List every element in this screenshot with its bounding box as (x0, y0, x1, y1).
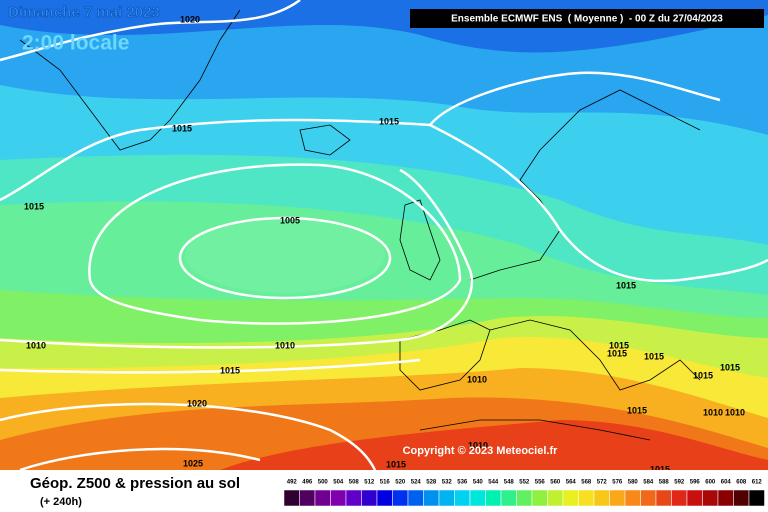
isobar-label: 1015 (609, 340, 629, 350)
footer-title: Géop. Z500 & pression au sol (30, 475, 240, 492)
legend-label: 572 (597, 480, 608, 486)
legend-swatch (702, 489, 719, 507)
legend-label: 516 (380, 480, 391, 486)
isobar-label: 1015 (172, 123, 192, 133)
isobar-label: 1010 (703, 407, 723, 417)
legend-swatch (547, 489, 564, 507)
isobar-label: 1015 (616, 280, 636, 290)
legend-label: 504 (333, 480, 344, 486)
legend-label: 520 (395, 480, 406, 486)
legend-swatch (361, 489, 378, 507)
legend-label: 568 (581, 480, 592, 486)
isobar-label: 1020 (180, 14, 200, 24)
legend-label: 528 (426, 480, 437, 486)
legend-swatch (578, 489, 595, 507)
legend-swatch (562, 489, 579, 507)
legend-swatch (500, 489, 517, 507)
isobar-label: 1025 (183, 458, 203, 468)
forecast-date: Dimanche 7 mai 2023 (8, 4, 160, 21)
legend-swatch (655, 489, 672, 507)
legend-label: 584 (643, 480, 654, 486)
legend-label: 500 (318, 480, 329, 486)
isobar-label: 1015 (607, 348, 627, 358)
legend-swatch (407, 489, 424, 507)
isobar-label: 1015 (720, 362, 740, 372)
coastlines (19, 9, 701, 441)
legend-label: 512 (364, 480, 375, 486)
isobar-label: 1015 (379, 116, 399, 126)
legend-swatch (686, 489, 703, 507)
isobar-label: 1005 (280, 215, 300, 225)
legend-swatch (531, 489, 548, 507)
legend-label: 592 (674, 480, 685, 486)
isobar-label: 1015 (650, 464, 670, 474)
model-box (410, 9, 764, 28)
legend-swatch (485, 489, 502, 507)
legend-label: 540 (473, 480, 484, 486)
legend-label: 532 (442, 480, 453, 486)
legend-label: 552 (519, 480, 530, 486)
legend-label: 564 (566, 480, 577, 486)
isobar-label: 1015 (693, 370, 713, 380)
legend-label: 492 (287, 480, 298, 486)
legend-label: 536 (457, 480, 468, 486)
legend-label: 596 (690, 480, 701, 486)
legend-swatch (345, 489, 362, 507)
isobar-label: 1015 (627, 405, 647, 415)
legend-label: 496 (302, 480, 313, 486)
legend-label: 524 (411, 480, 422, 486)
legend-swatch (733, 489, 750, 507)
isobar-label: 1010 (468, 440, 488, 450)
legend-swatch (283, 489, 300, 507)
legend-label: 576 (612, 480, 623, 486)
legend-swatch (299, 489, 316, 507)
isobar-label: 1010 (467, 374, 487, 384)
legend-label: 612 (752, 480, 763, 486)
legend-label: 560 (550, 480, 561, 486)
isobar-label: 1020 (187, 398, 207, 408)
legend-swatch (438, 489, 455, 507)
color-legend: 492 496 500 504 508 512 516 520 524 528 532 536 540 5… (283, 480, 765, 507)
legend-swatch (423, 489, 440, 507)
footer-subtitle: (+ 240h) (40, 496, 82, 508)
isobar-label: 1015 (644, 351, 664, 361)
isobar-label: 1010 (725, 407, 745, 417)
legend-swatch (593, 489, 610, 507)
legend-label: 604 (721, 480, 732, 486)
legend-swatch (609, 489, 626, 507)
legend-label: 548 (504, 480, 515, 486)
legend-label: 608 (736, 480, 747, 486)
copyright: Copyright © 2023 Meteociel.fr (403, 445, 559, 457)
legend-swatch (671, 489, 688, 507)
legend-swatch (392, 489, 409, 507)
forecast-time: 2:00 locale (22, 32, 129, 55)
legend-swatch (469, 489, 486, 507)
isobar-label: 1015 (220, 365, 240, 375)
legend-swatch (376, 489, 393, 507)
legend-label: 556 (535, 480, 546, 486)
legend-swatch (717, 489, 734, 507)
isobar-label: 1010 (26, 340, 46, 350)
model-info: Ensemble ECMWF ENS ( Moyenne ) - 00 Z du… (451, 14, 723, 25)
legend-label: 600 (705, 480, 716, 486)
isobar-label: 1015 (386, 459, 406, 469)
legend-swatch (454, 489, 471, 507)
z500-field (0, 0, 768, 471)
legend-swatch (748, 489, 765, 507)
legend-swatch (330, 489, 347, 507)
legend-label: 580 (628, 480, 639, 486)
legend-label: 544 (488, 480, 499, 486)
isobar-label: 1010 (275, 340, 295, 350)
legend-swatch (314, 489, 331, 507)
legend-label: 588 (659, 480, 670, 486)
legend-swatch (624, 489, 641, 507)
isobars (0, 0, 768, 374)
legend-swatch (640, 489, 657, 507)
isobar-label: 1015 (24, 201, 44, 211)
legend-label: 508 (349, 480, 360, 486)
legend-swatch (516, 489, 533, 507)
